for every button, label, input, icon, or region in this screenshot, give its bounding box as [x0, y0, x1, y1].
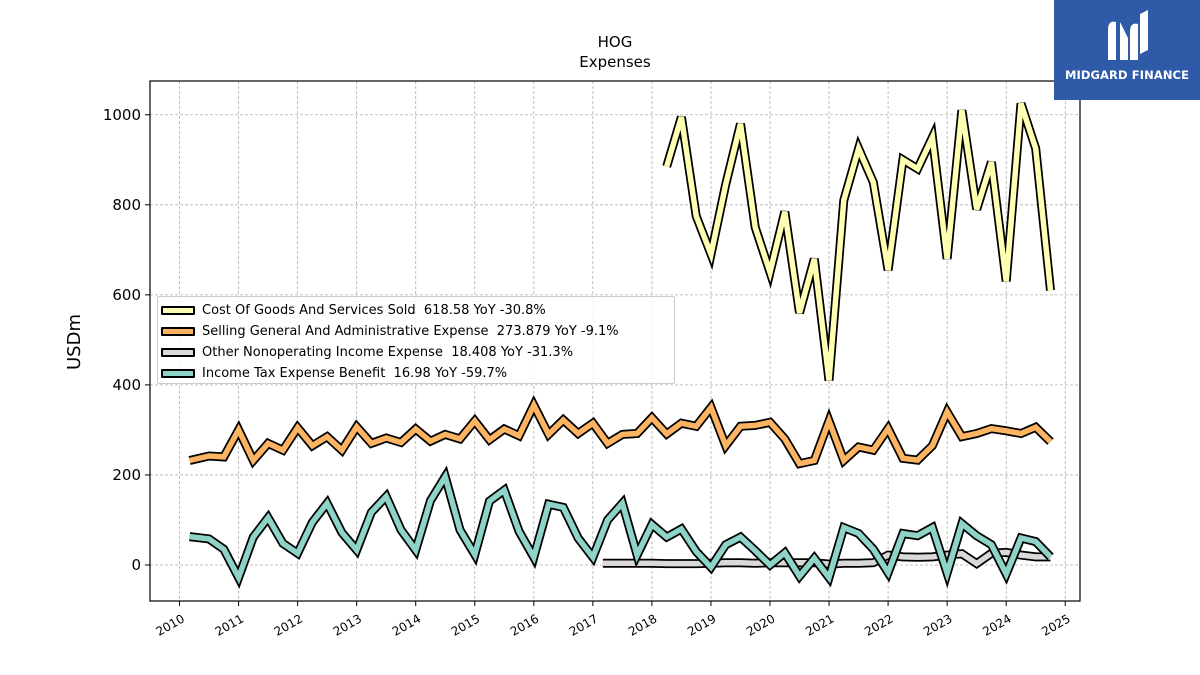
series-layer — [188, 102, 1055, 589]
x-tick-label: 2017 — [567, 611, 600, 638]
series-selling-general-and-administrative-expense — [188, 395, 1054, 469]
legend-label-sga: Selling General And Administrative Expen… — [202, 324, 619, 339]
chart-title: HOG — [598, 33, 633, 51]
y-tick-label: 0 — [131, 556, 141, 574]
legend-label-cogs: Cost Of Goods And Services Sold 618.58 Y… — [202, 303, 546, 318]
x-tick-label: 2010 — [154, 611, 187, 638]
x-tick-label: 2019 — [685, 611, 718, 638]
y-tick-label: 600 — [112, 286, 141, 304]
x-tick-label: 2020 — [744, 611, 777, 638]
x-tick-label: 2011 — [213, 611, 246, 638]
series-line — [664, 102, 1054, 381]
x-tick-label: 2024 — [980, 611, 1013, 638]
x-tick-label: 2014 — [390, 611, 423, 638]
series-income-tax-expense-benefit — [189, 465, 1054, 589]
x-tick-label: 2015 — [449, 611, 482, 638]
legend-item-other-nonoperating: Other Nonoperating Income Expense 18.408… — [158, 342, 674, 363]
legend-label-income-tax: Income Tax Expense Benefit 16.98 YoY -59… — [202, 366, 508, 381]
x-tick-label: 2018 — [626, 611, 659, 638]
x-tick-label: 2016 — [508, 611, 541, 638]
y-tick-label: 1000 — [103, 106, 141, 124]
legend-swatch-income-tax — [161, 369, 195, 378]
plot-frame — [149, 80, 1081, 602]
x-tick-label: 2013 — [331, 611, 364, 638]
series-other-nonoperating-income-expense — [602, 547, 1051, 570]
y-tick-label: 800 — [112, 196, 141, 214]
brand-logo: MIDGARD FINANCE — [1054, 0, 1200, 100]
legend-swatch-cogs — [161, 306, 195, 315]
legend-label-other-nonoperating: Other Nonoperating Income Expense 18.408… — [202, 345, 574, 360]
y-tick-label: 200 — [112, 466, 141, 484]
series-line — [188, 399, 1053, 467]
y-tick-label: 400 — [112, 376, 141, 394]
legend: Cost Of Goods And Services Sold 618.58 Y… — [157, 296, 675, 384]
series-cost-of-goods-and-services-sold — [662, 102, 1055, 381]
x-tick-label: 2025 — [1039, 611, 1072, 638]
y-axis-label: USDm — [64, 314, 85, 370]
chart-subtitle: Expenses — [579, 53, 651, 71]
x-tick-label: 2012 — [272, 611, 305, 638]
logo-mark-icon — [1108, 10, 1148, 60]
series-line — [189, 469, 1053, 585]
brand-name: MIDGARD FINANCE — [1064, 68, 1190, 82]
legend-item-cogs: Cost Of Goods And Services Sold 618.58 Y… — [158, 300, 674, 321]
x-tick-label: 2021 — [803, 611, 836, 638]
legend-item-sga: Selling General And Administrative Expen… — [158, 321, 674, 342]
x-tick-label: 2022 — [862, 611, 895, 638]
legend-swatch-other-nonoperating — [161, 348, 195, 357]
x-tick-label: 2023 — [921, 611, 954, 638]
legend-item-income-tax: Income Tax Expense Benefit 16.98 YoY -59… — [158, 363, 674, 384]
legend-swatch-sga — [161, 327, 195, 336]
